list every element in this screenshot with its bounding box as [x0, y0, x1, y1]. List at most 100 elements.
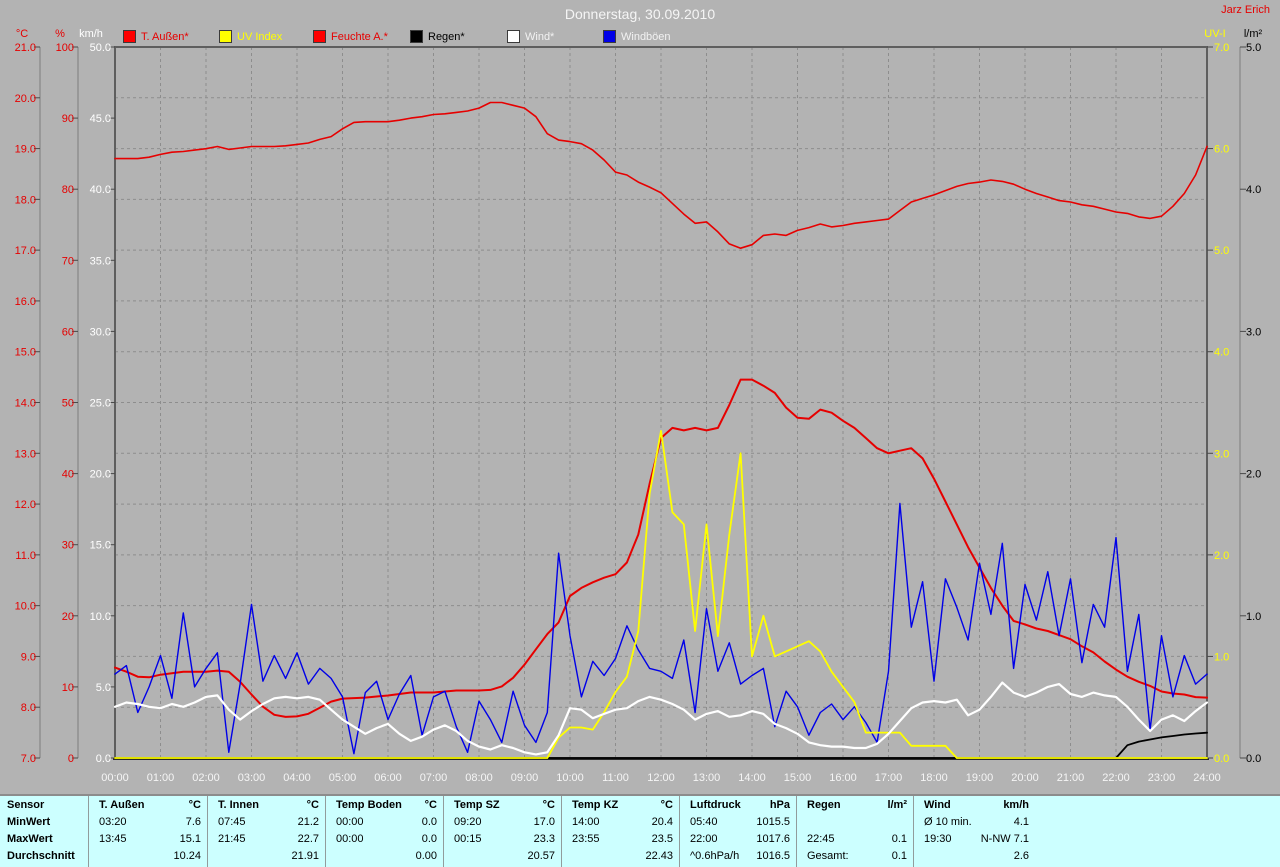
stats-table: Sensor MinWert MaxWert Durchschnitt T. Außen… — [0, 794, 1280, 867]
axis-tick-label: 7.0 — [1214, 42, 1229, 54]
axis-tick-label: 14.0 — [15, 398, 36, 410]
table-time-cell: 14:00 — [572, 816, 600, 828]
time-tick-label: 23:00 — [1148, 772, 1176, 784]
axis-tick-label: 19.0 — [15, 144, 36, 156]
page-title: Donnerstag, 30.09.2010 — [564, 6, 716, 22]
axis-tick-label: 9.0 — [21, 651, 36, 663]
axis-unit-uv: UV-I — [1204, 28, 1226, 40]
table-row-label: Sensor — [7, 799, 45, 811]
table-value-cell: 1017.6 — [756, 833, 790, 845]
axis-tick-label: 60 — [62, 326, 74, 338]
series-wind — [113, 681, 1209, 756]
axis-tick-label: 15.0 — [90, 540, 111, 552]
axis-tick-label: 7.0 — [21, 753, 36, 765]
axis-tick-label: 50 — [62, 398, 74, 410]
legend-swatch-feuchte-a — [313, 30, 326, 43]
table-time-cell: 00:00 — [336, 833, 364, 845]
table-group-t-innen: T. Innen °C 07:45 21.2 21:45 22.7 21.91 — [207, 796, 326, 867]
legend-label: UV Index — [237, 30, 283, 43]
axis-tick-label: 0.0 — [1214, 753, 1229, 765]
axis-tick-label: 10.0 — [15, 601, 36, 613]
legend-item-regen: Regen* — [410, 30, 465, 43]
table-value-cell: 22.43 — [645, 850, 673, 862]
time-tick-label: 22:00 — [1102, 772, 1130, 784]
table-group-luftdruck: Luftdruck hPa 05:40 1015.5 22:00 1017.6 ^0.6hP… — [679, 796, 797, 867]
table-header-name: Wind — [924, 799, 951, 811]
axis-uv: 0.0 1.0 2.0 3.0 4.0 5.0 6.0 7.0 — [1207, 42, 1229, 765]
table-value-cell: 15.1 — [179, 833, 201, 845]
axis-unit-wind: km/h — [79, 28, 103, 40]
legend-swatch-uv-index — [219, 30, 232, 43]
chart-grid — [115, 47, 1207, 758]
axis-tick-label: 21.0 — [15, 42, 36, 54]
axis-tick-label: 11.0 — [15, 550, 36, 562]
table-value-cell: 0.00 — [415, 850, 437, 862]
table-header-name: Temp Boden — [336, 799, 402, 811]
axis-tick-label: 0 — [68, 753, 74, 765]
axis-tick-label: 45.0 — [90, 113, 111, 125]
axis-tick-label: 18.0 — [15, 194, 36, 206]
watermark-author: Jarz Erich — [1221, 4, 1270, 16]
series-t-aussen — [114, 378, 1208, 718]
time-tick-label: 03:00 — [238, 772, 266, 784]
table-group-temp-boden: Temp Boden °C 00:00 0.0 00:00 0.0 0.00 — [325, 796, 444, 867]
table-row-label: MaxWert — [7, 833, 53, 845]
legend-item-wind: Wind* — [507, 30, 554, 43]
table-header-unit: °C — [306, 799, 319, 811]
axis-tick-label: 10 — [62, 682, 74, 694]
chart-legend: T. Außen* UV Index Feuchte A.* Regen* Wind* W… — [0, 30, 1280, 44]
table-time-cell: 07:45 — [218, 816, 246, 828]
table-time-cell: 22:45 — [807, 833, 835, 845]
axis-tick-label: 16.0 — [15, 296, 36, 308]
axis-tick-label: 25.0 — [90, 398, 111, 410]
axis-tick-label: 30.0 — [90, 326, 111, 338]
table-group-t-au-en: T. Außen °C 03:20 7.6 13:45 15.1 10.24 — [88, 796, 208, 867]
axis-tick-label: 0.0 — [1246, 753, 1261, 765]
legend-swatch-wind — [507, 30, 520, 43]
legend-label: T. Außen* — [141, 30, 189, 43]
table-value-cell: 21.91 — [291, 850, 319, 862]
time-tick-label: 00:00 — [101, 772, 129, 784]
time-tick-label: 17:00 — [875, 772, 903, 784]
table-group-temp-sz: Temp SZ °C 09:20 17.0 00:15 23.3 20.57 — [443, 796, 562, 867]
axis-time: 00:00 01:00 02:00 03:00 04:00 05:00 06:00 07:00… — [101, 772, 1221, 784]
axis-tick-label: 5.0 — [1246, 42, 1261, 54]
table-header-unit: °C — [542, 799, 555, 811]
axis-unit-temp: °C — [15, 28, 29, 40]
axis-tick-label: 13.0 — [15, 448, 36, 460]
table-time-cell: Ø 10 min. — [924, 816, 972, 828]
time-tick-label: 18:00 — [920, 772, 948, 784]
table-time-cell: 19:30 — [924, 833, 952, 845]
table-header-name: Temp KZ — [572, 799, 619, 811]
time-tick-label: 02:00 — [192, 772, 220, 784]
table-value-cell: 21.2 — [297, 816, 319, 828]
table-time-cell: 09:20 — [454, 816, 482, 828]
axis-tick-label: 90 — [62, 113, 74, 125]
table-row-label: Durchschnitt — [7, 850, 75, 862]
axis-tick-label: 12.0 — [15, 499, 36, 511]
table-group-temp-kz: Temp KZ °C 14:00 20.4 23:55 23.5 22.43 — [561, 796, 680, 867]
table-time-cell: ^0.6hPa/h — [690, 850, 740, 862]
table-value-cell: 23.3 — [533, 833, 555, 845]
axis-tick-label: 10.0 — [90, 611, 111, 623]
table-time-cell: 00:15 — [454, 833, 482, 845]
axis-tick-label: 5.0 — [1214, 245, 1229, 257]
table-value-cell: 23.5 — [651, 833, 673, 845]
table-time-cell: 21:45 — [218, 833, 246, 845]
axis-unit-humidity: % — [55, 28, 65, 40]
table-value-cell: 0.0 — [421, 816, 437, 828]
table-header-unit: km/h — [1003, 799, 1029, 811]
table-value-cell: 0.1 — [891, 833, 907, 845]
table-header-unit: °C — [424, 799, 437, 811]
table-value-cell: 1016.5 — [756, 850, 790, 862]
axis-tick-label: 30 — [62, 540, 74, 552]
table-value-cell: 4.1 — [1013, 816, 1029, 828]
table-time-cell: 03:20 — [99, 816, 127, 828]
legend-item-windboeen: Windböen — [603, 30, 671, 43]
table-time-cell: 23:55 — [572, 833, 600, 845]
table-header-unit: °C — [660, 799, 673, 811]
axis-tick-label: 2.0 — [1214, 550, 1229, 562]
legend-label: Windböen — [621, 30, 671, 43]
table-header-name: T. Innen — [218, 799, 259, 811]
